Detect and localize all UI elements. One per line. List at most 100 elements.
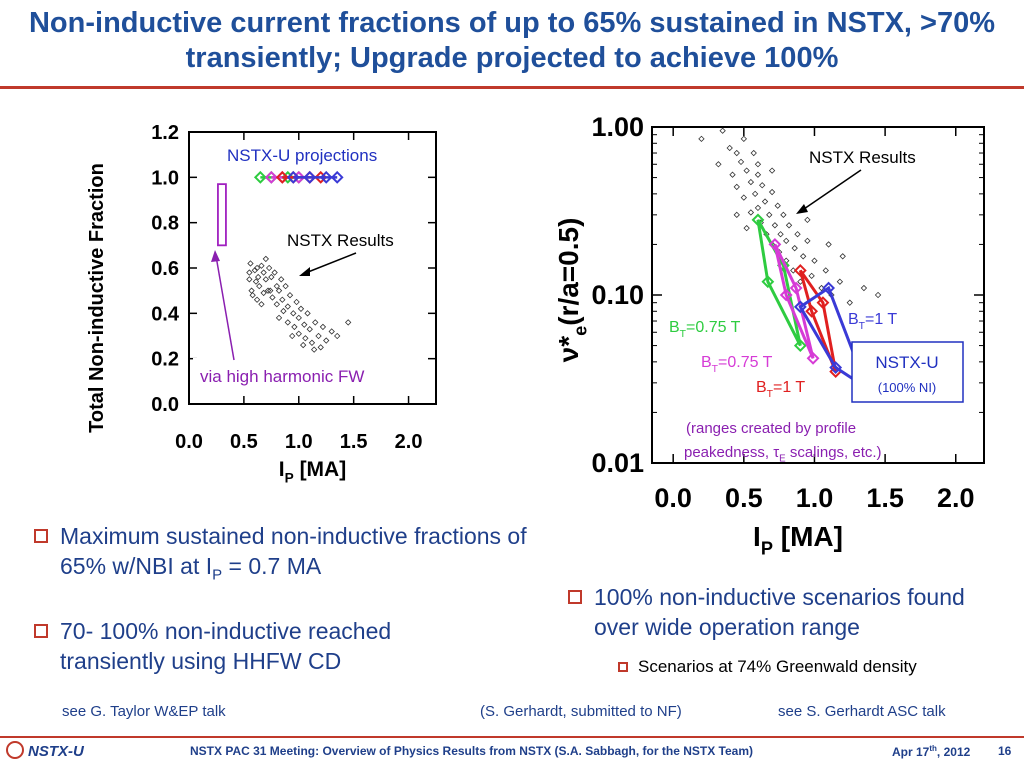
data-point [750, 149, 757, 157]
projection-point [319, 170, 333, 184]
series-label: BT=0.75 T [669, 319, 741, 340]
bullet-marker-icon [618, 662, 628, 672]
ranges-note-line1: (ranges created by profile [686, 420, 856, 437]
data-point [743, 224, 750, 232]
y-axis-label-main: ν* [553, 336, 584, 363]
footer-meeting: NSTX PAC 31 Meeting: Overview of Physics… [190, 744, 754, 758]
bullet-text: 70- 100% non-inductive reached transient… [60, 618, 392, 674]
data-point [317, 344, 324, 351]
data-point [267, 287, 274, 294]
data-point [733, 183, 740, 191]
annotation-nstx-results: NSTX Results [287, 231, 394, 250]
data-point [740, 135, 747, 143]
data-point [777, 231, 784, 238]
data-point [291, 323, 298, 331]
logo-text: NSTX-U [28, 743, 84, 760]
x-axis-label-main: I [753, 521, 761, 552]
x-axis-label-tail: [MA] [773, 521, 843, 552]
data-point [280, 307, 287, 315]
data-point [297, 305, 305, 312]
series-label: BT=1 T [848, 311, 897, 332]
data-point [246, 269, 253, 276]
bullet-marker-icon [34, 624, 48, 638]
data-point [839, 253, 846, 260]
data-point [733, 211, 740, 219]
series-label-tail: =1 T [865, 311, 897, 328]
series-label-main: B [848, 311, 859, 328]
data-point [323, 337, 330, 344]
data-point [804, 216, 811, 224]
data-point [319, 323, 327, 331]
nstxu-box-title: NSTX-U [875, 353, 938, 372]
data-point [252, 278, 260, 285]
data-point [715, 161, 722, 168]
arrowhead-icon [299, 267, 310, 276]
data-point [260, 289, 267, 297]
nstxu-logo: NSTX-U [6, 741, 84, 760]
data-point [262, 255, 270, 263]
data-point [300, 341, 307, 349]
y-tick-label: 0.6 [151, 258, 179, 280]
data-point [825, 241, 832, 248]
collisionality-chart: 0.0 0.5 1.0 1.5 2.0 0.01 0.10 1.00 IP [MA] ν*e(r/… [553, 112, 985, 558]
ranges-note-line2: peakedness, τE scalings, etc.) [684, 444, 882, 465]
range-vertex [779, 288, 793, 302]
data-point [315, 332, 322, 340]
ranges-note-line2-tail: scalings, etc.) [786, 444, 882, 461]
y-tick-label: 0.0 [151, 394, 179, 416]
series-label-sub: T [712, 364, 719, 375]
bullet-subscript: P [212, 566, 223, 584]
series-label-main: B [669, 319, 680, 336]
data-point [751, 190, 759, 198]
ranges-note-line2-sub: E [779, 454, 786, 465]
data-point [860, 284, 868, 292]
footer-divider [0, 736, 1024, 738]
x-tick-label: 0.0 [175, 431, 203, 453]
annotation-hhfw-bg [193, 358, 417, 392]
series-label: BT=1 T [756, 379, 805, 400]
data-point [278, 276, 285, 283]
data-point [304, 310, 311, 317]
data-point [262, 276, 270, 283]
range-vertex [793, 300, 807, 314]
hhfw-arrow [215, 255, 235, 361]
y-tick-label: 0.2 [151, 349, 179, 371]
data-point [246, 276, 253, 283]
range-vertex [761, 275, 775, 289]
data-point [289, 332, 296, 340]
title-divider [0, 86, 1024, 89]
range-vertex [805, 304, 819, 318]
data-point [290, 310, 297, 317]
y-tick-label: 0.8 [151, 213, 179, 235]
data-point [264, 287, 272, 294]
range-vertex [793, 339, 807, 352]
data-point [269, 294, 276, 301]
data-point [726, 144, 733, 152]
logo-ring-icon [6, 741, 24, 759]
data-point [286, 292, 294, 299]
x-tick-label: 1.0 [285, 431, 313, 453]
arrowhead-icon [796, 204, 808, 214]
series-label-sub: T [767, 389, 774, 400]
bullet-sustained-fraction: Maximum sustained non-inductive fraction… [34, 521, 540, 591]
bullet-greenwald: Scenarios at 74% Greenwald density [618, 656, 1018, 678]
series-label-tail: =0.75 T [686, 319, 741, 336]
ref-gerhardt-nf: (S. Gerhardt, submitted to NF) [480, 703, 682, 720]
data-point [273, 301, 280, 308]
bullet-transient-hhfw: 70- 100% non-inductive reached transient… [34, 616, 500, 676]
projection-point [286, 170, 300, 184]
data-point [846, 299, 853, 306]
projection-point [253, 170, 267, 184]
range-vertex [789, 281, 803, 295]
data-point [253, 264, 261, 272]
series-label-sub: T [680, 329, 687, 340]
series-label-tail: =1 T [773, 379, 805, 396]
bullet-text: 100% non-inductive scenarios found over … [594, 584, 965, 640]
x-axis-label: IP [MA] [753, 521, 843, 558]
projection-point [264, 170, 278, 184]
series-label-main: B [701, 354, 712, 371]
data-point [302, 335, 309, 342]
slide-title: Non-inductive current fractions of up to… [28, 7, 996, 74]
annotation-arrow [302, 252, 357, 275]
x-axis-label-sub: P [761, 538, 773, 558]
